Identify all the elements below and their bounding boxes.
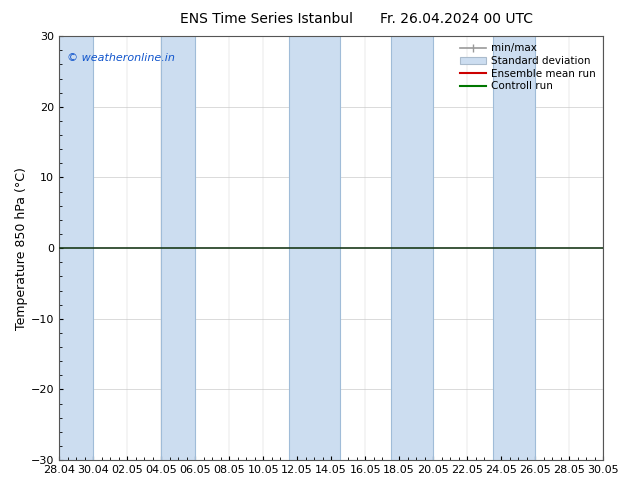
Text: Fr. 26.04.2024 00 UTC: Fr. 26.04.2024 00 UTC bbox=[380, 12, 533, 26]
Bar bbox=[288, 36, 340, 460]
Bar bbox=[161, 36, 195, 460]
Text: © weatheronline.in: © weatheronline.in bbox=[67, 53, 175, 63]
Y-axis label: Temperature 850 hPa (°C): Temperature 850 hPa (°C) bbox=[15, 167, 28, 330]
Bar bbox=[493, 36, 535, 460]
Legend: min/max, Standard deviation, Ensemble mean run, Controll run: min/max, Standard deviation, Ensemble me… bbox=[458, 41, 598, 93]
Text: ENS Time Series Istanbul: ENS Time Series Istanbul bbox=[180, 12, 353, 26]
Bar bbox=[59, 36, 93, 460]
Bar bbox=[391, 36, 433, 460]
